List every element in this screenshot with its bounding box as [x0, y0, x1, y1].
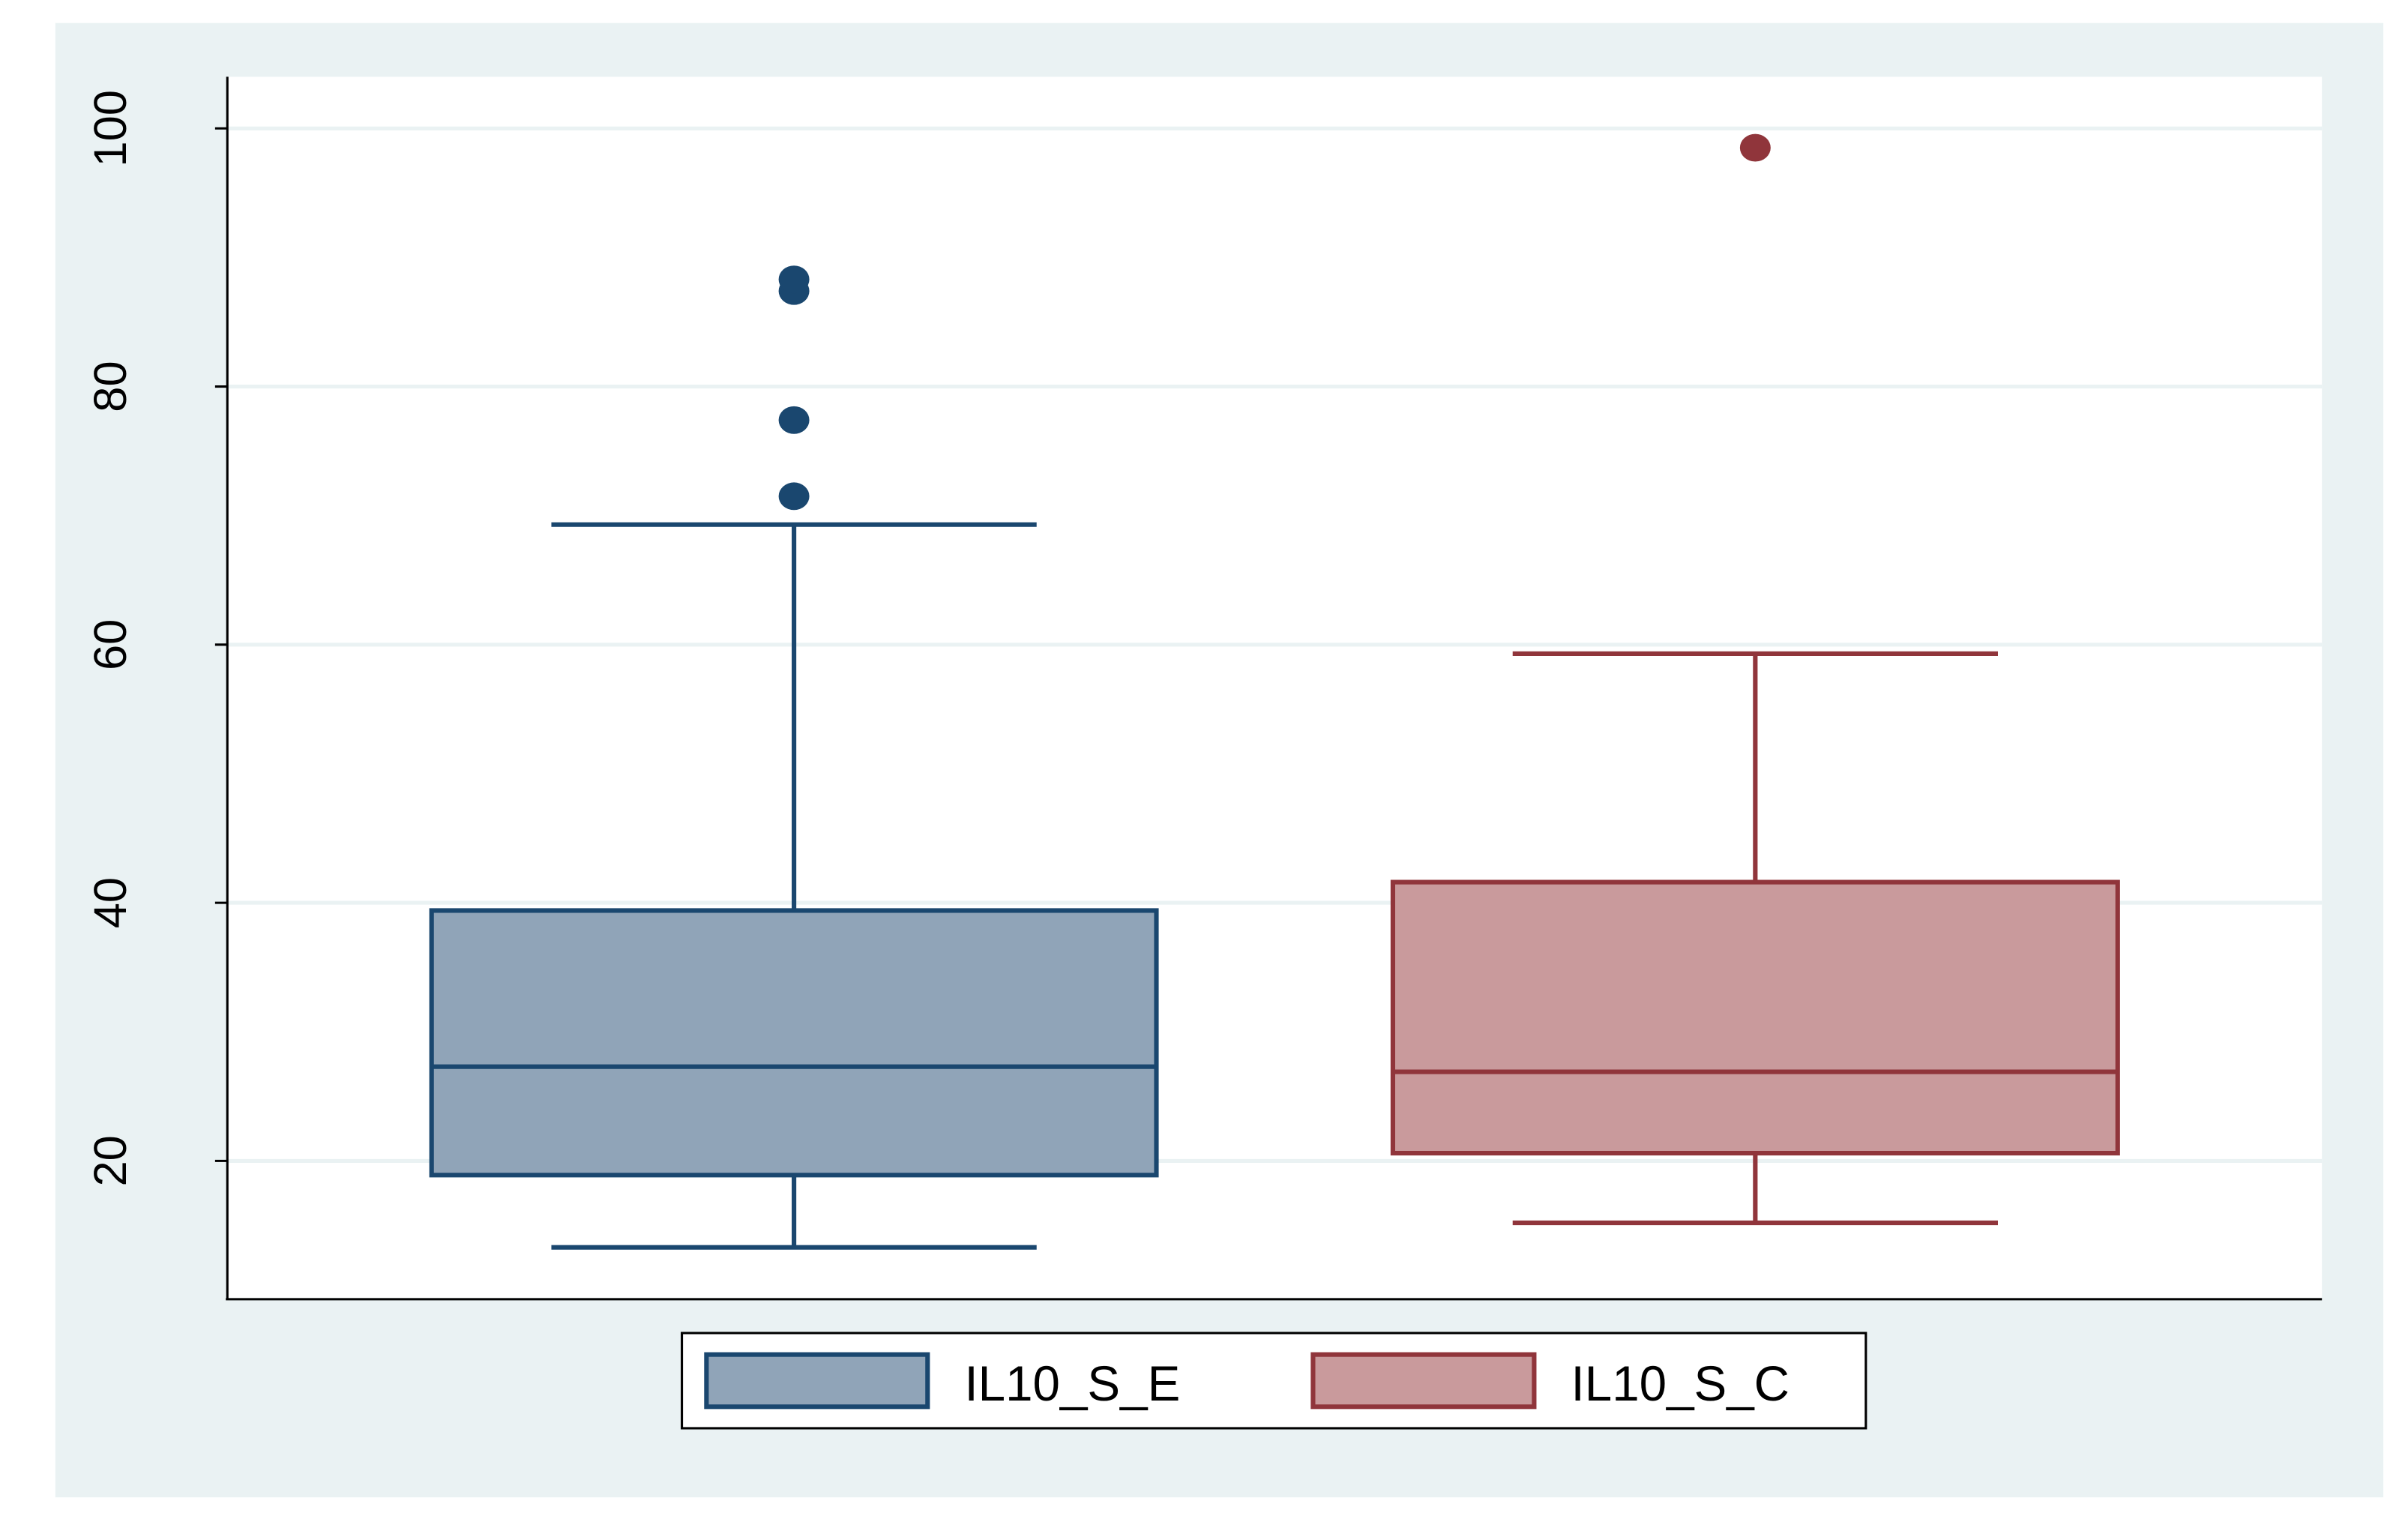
legend-label: IL10_S_C — [1571, 1356, 1790, 1411]
y-tick-label: 40 — [85, 877, 136, 928]
outlier — [778, 482, 810, 511]
marks — [429, 133, 2120, 1250]
legend-swatch — [704, 1352, 930, 1410]
y-tick-label: 80 — [85, 361, 136, 412]
box — [429, 908, 1159, 1178]
y-tick-label: 100 — [85, 90, 136, 167]
legend-label: IL10_S_E — [964, 1356, 1180, 1411]
legend-items: IL10_S_E IL10_S_C — [704, 1352, 1790, 1411]
outlier — [778, 406, 810, 434]
legend-swatch — [1310, 1352, 1537, 1410]
outlier — [778, 265, 810, 294]
outlier — [1739, 133, 1771, 162]
box — [1390, 879, 2120, 1156]
y-tick-label: 60 — [85, 619, 136, 670]
y-tick-label: 20 — [85, 1135, 136, 1186]
